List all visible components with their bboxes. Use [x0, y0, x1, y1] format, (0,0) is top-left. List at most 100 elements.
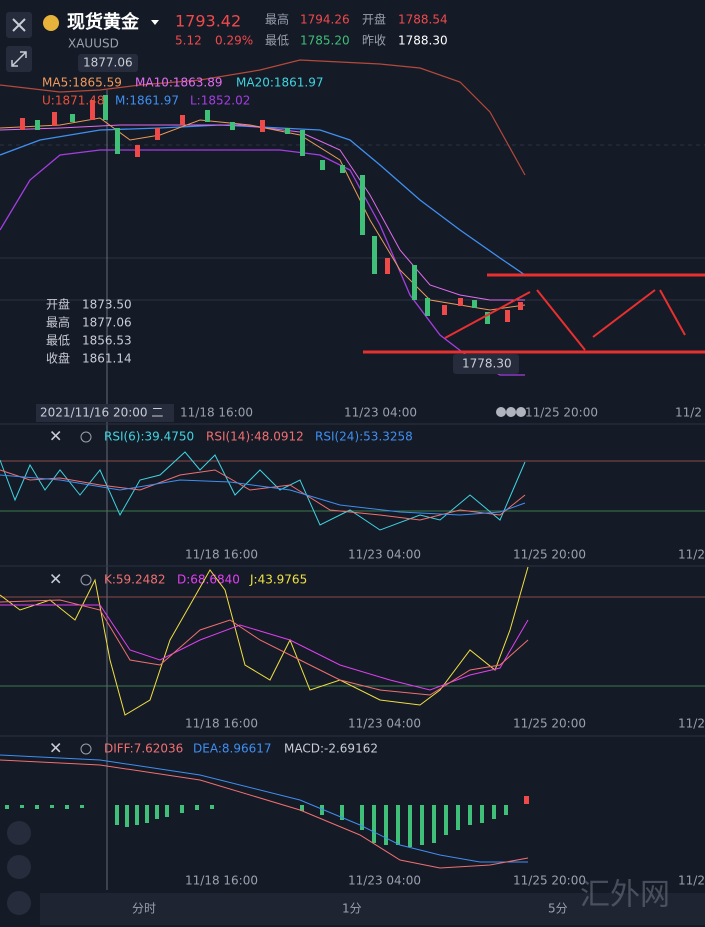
- shape: [80, 431, 92, 443]
- shape: [0, 59, 526, 176]
- shape: [5, 805, 9, 809]
- shape: [432, 805, 436, 843]
- label: 0.29%: [215, 34, 253, 48]
- shape: [43, 15, 59, 31]
- label: L:1852.02: [190, 94, 250, 108]
- label: 11/25 20:00: [513, 874, 586, 888]
- shape: [456, 805, 460, 830]
- label: 11/2: [678, 874, 705, 888]
- shape: [155, 805, 159, 819]
- label: 开盘: [362, 12, 386, 27]
- tab[interactable]: 5分: [548, 902, 568, 916]
- tab[interactable]: 1分: [342, 902, 362, 916]
- shape: [360, 805, 364, 830]
- shape: [516, 407, 526, 417]
- shape: [372, 236, 377, 274]
- tab[interactable]: 分时: [132, 902, 156, 916]
- shape: [285, 128, 290, 134]
- shape: [65, 805, 69, 809]
- label: RSI(14):48.0912: [206, 430, 304, 444]
- shape: [340, 805, 344, 820]
- label: XAUUSD: [68, 37, 119, 51]
- shape: [504, 805, 508, 815]
- label: 收盘: [46, 351, 70, 366]
- shape: [320, 805, 324, 815]
- shape: [180, 805, 184, 813]
- shape: [592, 289, 656, 338]
- shape: [453, 354, 519, 374]
- shape: [0, 604, 529, 691]
- label: 最低: [265, 34, 289, 48]
- shape: [40, 893, 705, 925]
- shape: [52, 112, 57, 126]
- shape: [360, 175, 365, 235]
- label: RSI(6):39.4750: [104, 430, 194, 444]
- shape: [0, 469, 526, 521]
- label: MA5:1865.59: [42, 76, 122, 90]
- tool-button[interactable]: [7, 891, 31, 915]
- label: 1861.14: [82, 352, 132, 366]
- shape: [11, 51, 27, 67]
- close-icon[interactable]: ✕: [49, 427, 62, 446]
- label: 11/25 20:00: [525, 406, 598, 420]
- label: 开盘: [46, 297, 70, 312]
- label: 11/18 16:00: [185, 717, 258, 731]
- shape: [444, 291, 531, 339]
- shape: [458, 298, 463, 306]
- shape: [0, 754, 528, 863]
- label: DEA:8.96617: [193, 742, 272, 756]
- shape: [36, 404, 174, 422]
- tool-button[interactable]: [7, 855, 31, 879]
- label: 最高: [46, 315, 70, 330]
- label: 11/23 04:00: [348, 548, 421, 562]
- shape: [442, 305, 447, 315]
- shape: [115, 805, 119, 825]
- shape: [230, 122, 235, 130]
- shape: [35, 120, 40, 130]
- label: 1793.42: [175, 12, 241, 31]
- shape: [195, 805, 199, 810]
- label: D:68.6840: [177, 573, 240, 587]
- group: [444, 289, 686, 351]
- shape: [496, 407, 506, 417]
- shape: [0, 566, 529, 716]
- shape: [384, 805, 388, 845]
- label: 11/2: [678, 548, 705, 562]
- shape: [35, 805, 39, 809]
- shape: [20, 805, 24, 808]
- group: [20, 95, 523, 324]
- close-icon[interactable]: ✕: [49, 739, 62, 758]
- label: 现货黄金: [67, 11, 140, 33]
- shape: [0, 759, 529, 869]
- shape: [425, 298, 430, 316]
- shape: [659, 289, 686, 336]
- label: 11/2: [678, 717, 705, 731]
- shape: [505, 310, 510, 322]
- label: 1785.20: [300, 34, 350, 48]
- shape: [125, 805, 129, 827]
- group: [363, 273, 705, 354]
- label: 11/18 16:00: [185, 874, 258, 888]
- label: M:1861.97: [115, 94, 179, 108]
- shape: [472, 300, 477, 308]
- shape: [80, 743, 92, 755]
- label: 昨收: [362, 34, 386, 48]
- shape: [372, 805, 376, 843]
- tool-button[interactable]: [7, 821, 31, 845]
- label: 11/23 04:00: [344, 406, 417, 420]
- label: 11/23 04:00: [348, 717, 421, 731]
- label: 2021/11/16 20:00 二: [40, 406, 163, 420]
- shape: [0, 124, 525, 301]
- close-icon[interactable]: ✕: [49, 570, 62, 589]
- label: 11/18 16:00: [185, 548, 258, 562]
- shape: [260, 120, 265, 132]
- label: MA20:1861.97: [236, 76, 324, 90]
- label: MACD:-2.69162: [284, 742, 378, 756]
- shape: [480, 805, 484, 823]
- label: DIFF:7.62036: [104, 742, 183, 756]
- shape: [468, 805, 472, 825]
- shape: [80, 805, 84, 808]
- label: 1873.50: [82, 298, 132, 312]
- label: 1788.30: [398, 34, 448, 48]
